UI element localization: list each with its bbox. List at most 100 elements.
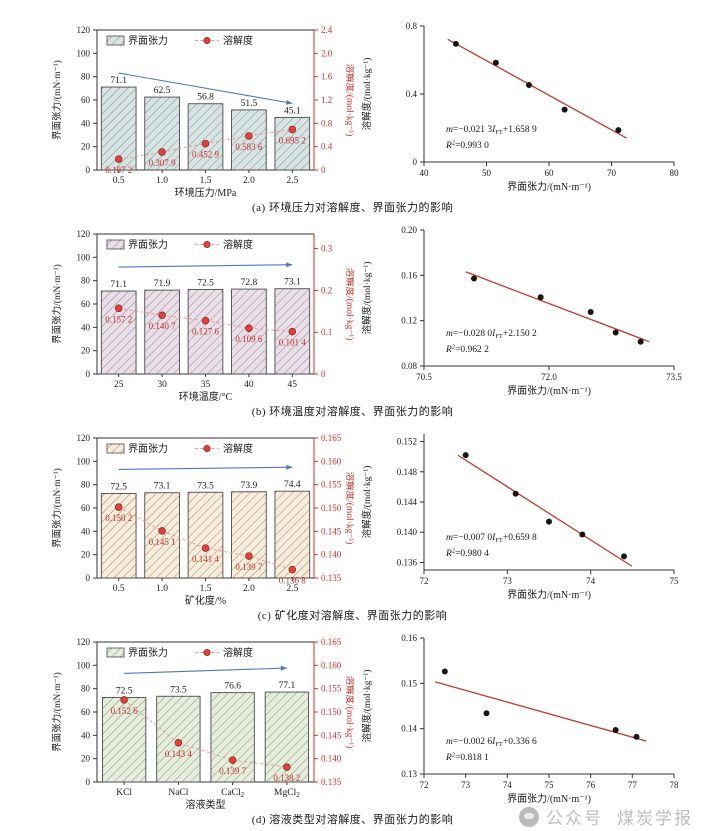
- svg-text:0.109 6: 0.109 6: [235, 334, 263, 344]
- svg-text:25: 25: [114, 380, 124, 390]
- svg-text:0.695 2: 0.695 2: [279, 135, 306, 145]
- svg-text:R2=0.980 4: R2=0.980 4: [445, 548, 489, 560]
- svg-text:60: 60: [81, 95, 91, 105]
- panel-c-charts: 0 20 40 60 80 100 120 0.135 0.140 0.145 0.150 0.155…: [0, 418, 705, 610]
- svg-text:72.8: 72.8: [241, 278, 258, 288]
- svg-text:120: 120: [77, 433, 91, 443]
- svg-text:0.1: 0.1: [321, 327, 332, 337]
- svg-text:界面张力: 界面张力: [128, 238, 168, 251]
- svg-text:0.101 4: 0.101 4: [279, 338, 307, 348]
- svg-text:100: 100: [77, 660, 91, 670]
- pressure-scatter-chart: 40 50 60 70 80 0 0.4 0.8 界面张力/(mN·m⁻¹) 溶解度/(mol·k…: [361, 21, 680, 193]
- svg-text:0: 0: [321, 165, 326, 175]
- svg-text:30: 30: [157, 380, 167, 390]
- svg-text:溶解度/(mol·kg⁻¹): 溶解度/(mol·kg⁻¹): [361, 58, 373, 131]
- svg-text:73.1: 73.1: [284, 278, 301, 288]
- svg-text:77: 77: [628, 780, 638, 790]
- svg-text:0.150: 0.150: [321, 503, 342, 513]
- svg-text:72: 72: [420, 576, 429, 586]
- svg-text:80: 80: [670, 168, 680, 178]
- svg-text:0.452 9: 0.452 9: [192, 150, 220, 160]
- svg-text:35: 35: [201, 380, 211, 390]
- svg-text:0.141 4: 0.141 4: [192, 554, 220, 564]
- svg-text:0.187 2: 0.187 2: [105, 165, 132, 175]
- svg-text:界面张力/(mN·m⁻¹): 界面张力/(mN·m⁻¹): [507, 792, 591, 805]
- svg-text:m=−0.021 3IFT+1.658 9: m=−0.021 3IFT+1.658 9: [446, 125, 537, 136]
- svg-text:0.2: 0.2: [321, 285, 332, 295]
- svg-text:0.157 2: 0.157 2: [105, 314, 132, 324]
- svg-text:0: 0: [413, 157, 418, 167]
- svg-text:界面张力/(mN·m⁻¹): 界面张力/(mN·m⁻¹): [507, 588, 591, 601]
- svg-text:0: 0: [86, 777, 91, 787]
- svg-text:0.145: 0.145: [321, 730, 342, 740]
- svg-text:40: 40: [81, 118, 91, 128]
- panel-b: 0 20 40 60 80 100 120 0 0.1 0.2 0.3 25 30 35 40 45 环境温度/…: [0, 214, 705, 418]
- svg-text:0.155: 0.155: [321, 480, 342, 490]
- svg-text:0.15: 0.15: [401, 678, 417, 688]
- svg-text:2.5: 2.5: [286, 584, 298, 594]
- svg-text:1.5: 1.5: [200, 176, 212, 186]
- svg-text:0.307 9: 0.307 9: [149, 158, 177, 168]
- svg-text:72.5: 72.5: [110, 482, 127, 492]
- svg-text:R2=0.818 1: R2=0.818 1: [445, 752, 489, 764]
- svg-text:80: 80: [81, 480, 91, 490]
- svg-text:0.5: 0.5: [113, 176, 125, 186]
- svg-text:73.5: 73.5: [170, 685, 187, 695]
- pressure-bar-line-chart: 0 20 40 60 80 100 120 0 0.4 0.8 1.2 1.6 2.0 2.4 0.5 1.0…: [51, 25, 354, 199]
- svg-text:50: 50: [482, 168, 492, 178]
- svg-text:0.140 7: 0.140 7: [149, 321, 177, 331]
- solution-type-bar-line-chart: 0 20 40 60 80 100 120 0.135 0.140 0.145 0.150 0.155…: [51, 637, 354, 811]
- svg-text:100: 100: [77, 252, 91, 262]
- svg-text:73.5: 73.5: [666, 372, 682, 382]
- svg-text:0.136: 0.136: [397, 557, 418, 567]
- svg-text:环境压力/MPa: 环境压力/MPa: [175, 186, 237, 199]
- svg-text:100: 100: [77, 48, 91, 58]
- svg-text:界面张力/(mN·m⁻¹): 界面张力/(mN·m⁻¹): [51, 264, 63, 344]
- svg-text:60: 60: [545, 168, 555, 178]
- svg-text:0.08: 0.08: [401, 361, 417, 371]
- svg-text:溶解度/(mol·kg⁻¹): 溶解度/(mol·kg⁻¹): [344, 268, 354, 341]
- svg-text:45.1: 45.1: [284, 106, 301, 116]
- svg-text:溶解度: 溶解度: [223, 442, 253, 455]
- svg-text:0.12: 0.12: [401, 316, 417, 326]
- svg-text:0: 0: [86, 369, 91, 379]
- svg-text:界面张力/(mN·m⁻¹): 界面张力/(mN·m⁻¹): [507, 180, 591, 193]
- svg-text:70.5: 70.5: [416, 372, 432, 382]
- svg-text:62.5: 62.5: [154, 86, 171, 96]
- svg-text:73.9: 73.9: [241, 481, 258, 491]
- svg-text:溶解度/(mol·kg⁻¹): 溶解度/(mol·kg⁻¹): [361, 466, 373, 539]
- panel-d: 0 20 40 60 80 100 120 0.135 0.140 0.145 0.150 0.155…: [0, 622, 705, 826]
- svg-text:72.5: 72.5: [116, 686, 133, 696]
- svg-text:56.8: 56.8: [197, 93, 214, 103]
- svg-text:溶解度: 溶解度: [223, 34, 253, 47]
- svg-text:76: 76: [586, 780, 596, 790]
- svg-text:溶解度/(mol·kg⁻¹): 溶解度/(mol·kg⁻¹): [361, 670, 373, 743]
- panel-c: 0 20 40 60 80 100 120 0.135 0.140 0.145 0.150 0.155…: [0, 418, 705, 622]
- panel-a-charts: 0 20 40 60 80 100 120 0 0.4 0.8 1.2 1.6 2.0 2.4 0.5 1.0…: [0, 10, 705, 202]
- svg-text:0.150 2: 0.150 2: [105, 513, 132, 523]
- svg-text:72.5: 72.5: [197, 278, 214, 288]
- svg-text:75: 75: [670, 576, 680, 586]
- svg-text:75: 75: [545, 780, 555, 790]
- svg-text:73: 73: [461, 780, 471, 790]
- svg-text:0.14: 0.14: [401, 724, 417, 734]
- svg-text:0.165: 0.165: [321, 637, 342, 647]
- svg-text:0.4: 0.4: [406, 89, 418, 99]
- svg-text:2.0: 2.0: [243, 584, 255, 594]
- svg-text:74.4: 74.4: [284, 480, 301, 490]
- svg-text:1.5: 1.5: [200, 584, 212, 594]
- svg-text:0.4: 0.4: [321, 142, 333, 152]
- svg-text:2.4: 2.4: [321, 25, 333, 35]
- svg-text:0.144: 0.144: [397, 497, 418, 507]
- caption-panel-b: (b) 环境温度对溶解度、界面张力的影响: [251, 406, 454, 418]
- svg-text:溶解度/(mol·kg⁻¹): 溶解度/(mol·kg⁻¹): [344, 64, 354, 137]
- svg-text:1.2: 1.2: [321, 95, 332, 105]
- svg-text:0.160: 0.160: [321, 660, 342, 670]
- salinity-bar-line-chart: 0 20 40 60 80 100 120 0.135 0.140 0.145 0.150 0.155…: [51, 433, 354, 607]
- svg-text:m=−0.028 0IFT+2.150 2: m=−0.028 0IFT+2.150 2: [446, 329, 537, 340]
- svg-text:1.6: 1.6: [321, 72, 333, 82]
- svg-text:0.140: 0.140: [321, 754, 342, 764]
- svg-text:73.5: 73.5: [197, 481, 214, 491]
- svg-text:溶解度: 溶解度: [223, 646, 253, 659]
